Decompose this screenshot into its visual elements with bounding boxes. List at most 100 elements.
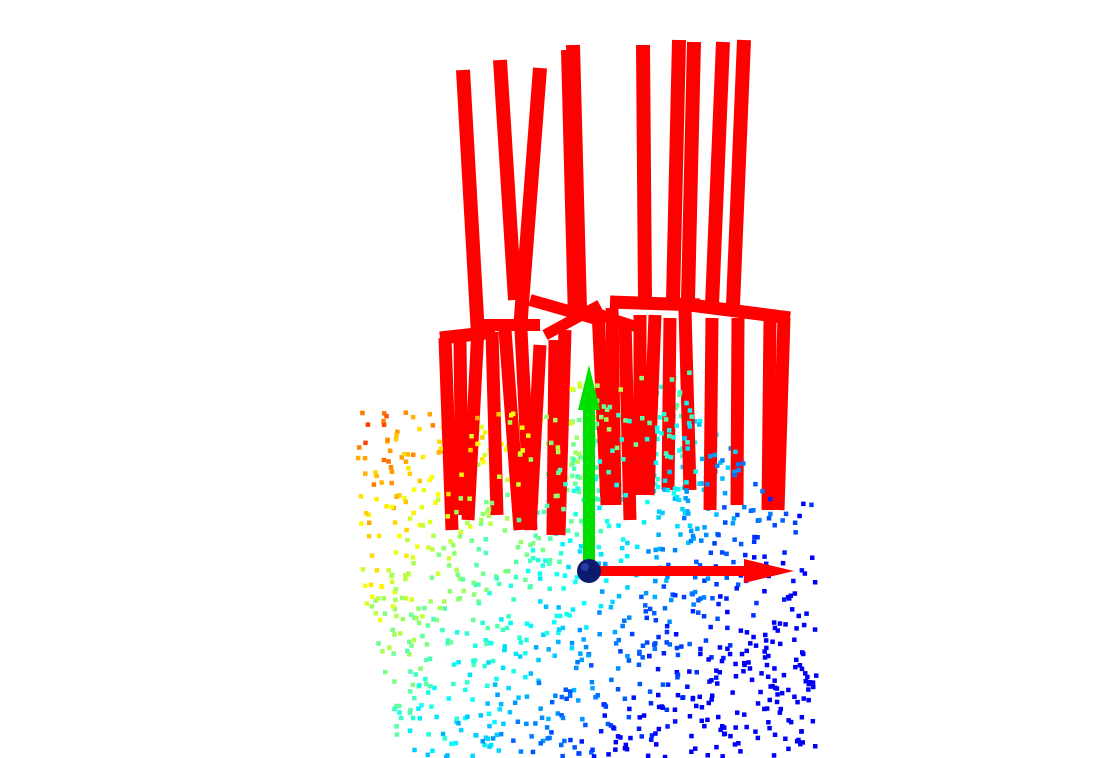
point xyxy=(404,553,409,558)
point xyxy=(646,549,651,554)
point xyxy=(692,419,698,424)
point xyxy=(501,721,506,727)
point xyxy=(486,711,492,717)
point xyxy=(705,753,710,758)
point xyxy=(645,499,650,505)
point xyxy=(459,472,464,477)
gripper-bar xyxy=(703,317,719,511)
point xyxy=(496,412,501,417)
point xyxy=(741,461,746,466)
point xyxy=(528,623,534,629)
point xyxy=(557,559,562,564)
point xyxy=(604,578,609,583)
point xyxy=(442,599,447,604)
point xyxy=(364,511,369,516)
point xyxy=(723,520,728,525)
point xyxy=(574,575,580,580)
point xyxy=(513,651,519,657)
point xyxy=(795,699,800,705)
point xyxy=(600,589,605,594)
point xyxy=(807,680,813,685)
point xyxy=(426,545,431,550)
point xyxy=(764,706,770,711)
point xyxy=(556,639,561,645)
point xyxy=(530,541,536,546)
point xyxy=(411,452,416,458)
point xyxy=(722,731,728,736)
point xyxy=(577,627,583,633)
point xyxy=(626,658,632,663)
point xyxy=(555,711,561,716)
point xyxy=(791,578,796,584)
point xyxy=(523,577,528,583)
point xyxy=(393,436,399,442)
point xyxy=(492,682,498,687)
point xyxy=(759,671,764,676)
point xyxy=(767,697,772,703)
point xyxy=(476,599,481,604)
point xyxy=(368,582,374,588)
point xyxy=(613,747,618,752)
point xyxy=(363,471,368,476)
point xyxy=(787,596,792,601)
point xyxy=(663,417,669,422)
gripper-bar xyxy=(689,298,791,325)
point xyxy=(495,692,500,697)
point xyxy=(732,742,738,747)
point xyxy=(744,630,750,635)
point xyxy=(620,623,625,629)
point xyxy=(786,746,791,752)
point xyxy=(716,532,721,538)
point xyxy=(508,583,514,588)
point xyxy=(496,748,501,753)
point xyxy=(742,504,747,510)
point xyxy=(563,482,568,487)
point xyxy=(576,417,582,423)
point xyxy=(429,474,435,480)
point xyxy=(708,550,714,555)
point xyxy=(379,584,384,590)
point xyxy=(755,535,760,540)
point xyxy=(469,538,474,543)
point xyxy=(390,627,395,633)
point xyxy=(456,660,461,665)
point xyxy=(533,645,539,650)
point xyxy=(392,706,397,712)
point xyxy=(496,581,502,587)
point xyxy=(524,694,530,699)
point xyxy=(762,655,768,660)
point xyxy=(598,729,604,734)
point xyxy=(392,606,398,612)
point xyxy=(541,632,546,638)
gripper-bar xyxy=(498,329,527,531)
point xyxy=(487,723,492,729)
point xyxy=(503,569,508,574)
point xyxy=(363,440,368,446)
point xyxy=(558,551,564,556)
point xyxy=(595,383,600,388)
point xyxy=(364,601,370,606)
point xyxy=(742,662,747,668)
point xyxy=(553,693,558,698)
point xyxy=(656,515,661,520)
point xyxy=(577,549,583,554)
point xyxy=(722,725,727,730)
point xyxy=(657,415,663,420)
point xyxy=(619,437,625,442)
point xyxy=(410,715,416,721)
point xyxy=(716,601,721,607)
point xyxy=(576,698,581,703)
point xyxy=(454,567,459,573)
point xyxy=(440,627,445,633)
point xyxy=(770,683,775,689)
point xyxy=(520,448,525,453)
point xyxy=(486,506,492,512)
point xyxy=(489,640,494,646)
point xyxy=(405,648,410,654)
point xyxy=(699,705,705,710)
point xyxy=(644,615,649,621)
point xyxy=(709,678,714,683)
point xyxy=(685,446,690,451)
x-axis-shaft xyxy=(589,566,749,576)
